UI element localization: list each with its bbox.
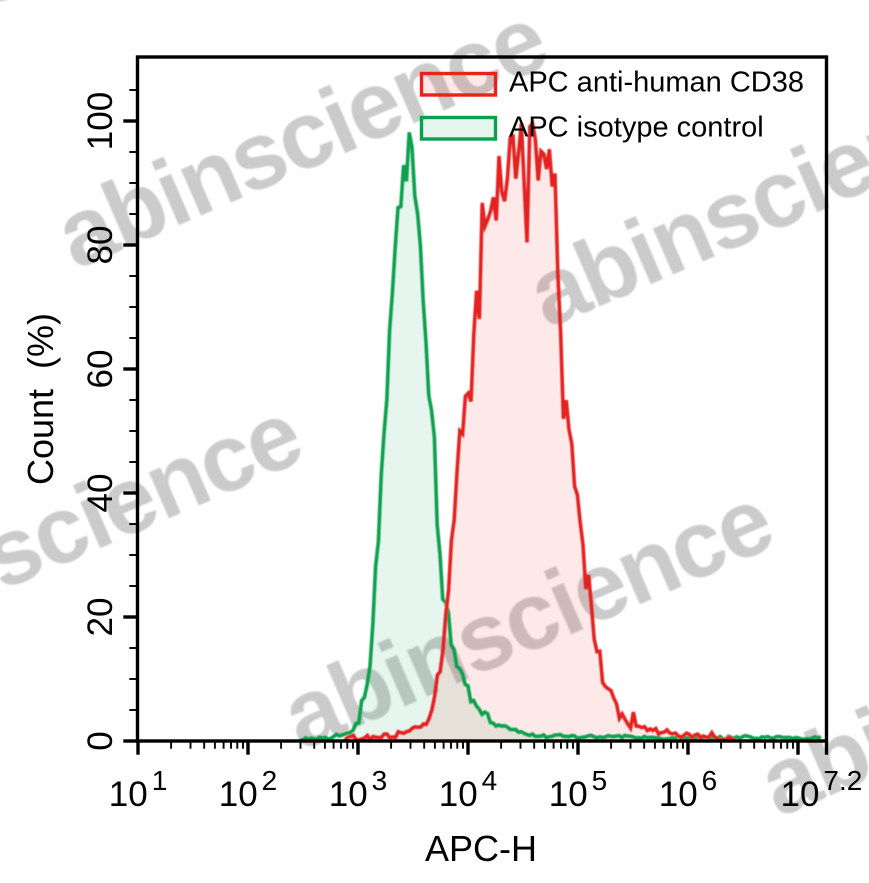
svg-text:Count (%): Count (%) — [20, 313, 61, 485]
svg-text:60: 60 — [81, 350, 120, 389]
svg-text:100: 100 — [81, 92, 120, 150]
svg-text:10: 10 — [781, 775, 820, 814]
svg-text:4: 4 — [482, 765, 498, 796]
svg-text:80: 80 — [81, 226, 120, 265]
svg-text:5: 5 — [592, 765, 608, 796]
svg-text:10: 10 — [549, 775, 588, 814]
svg-text:7.2: 7.2 — [823, 765, 862, 796]
svg-text:APC isotype control: APC isotype control — [509, 112, 764, 144]
svg-text:10: 10 — [219, 775, 258, 814]
svg-text:0: 0 — [81, 731, 120, 750]
svg-text:10: 10 — [659, 775, 698, 814]
svg-text:APC-H: APC-H — [425, 828, 537, 869]
svg-text:40: 40 — [81, 474, 120, 513]
svg-text:APC anti-human CD38: APC anti-human CD38 — [509, 67, 804, 99]
svg-text:6: 6 — [702, 765, 718, 796]
svg-text:20: 20 — [81, 598, 120, 637]
svg-text:1: 1 — [152, 765, 168, 796]
svg-text:10: 10 — [109, 775, 148, 814]
svg-text:10: 10 — [329, 775, 368, 814]
svg-text:10: 10 — [439, 775, 478, 814]
svg-text:2: 2 — [262, 765, 278, 796]
svg-text:3: 3 — [372, 765, 388, 796]
